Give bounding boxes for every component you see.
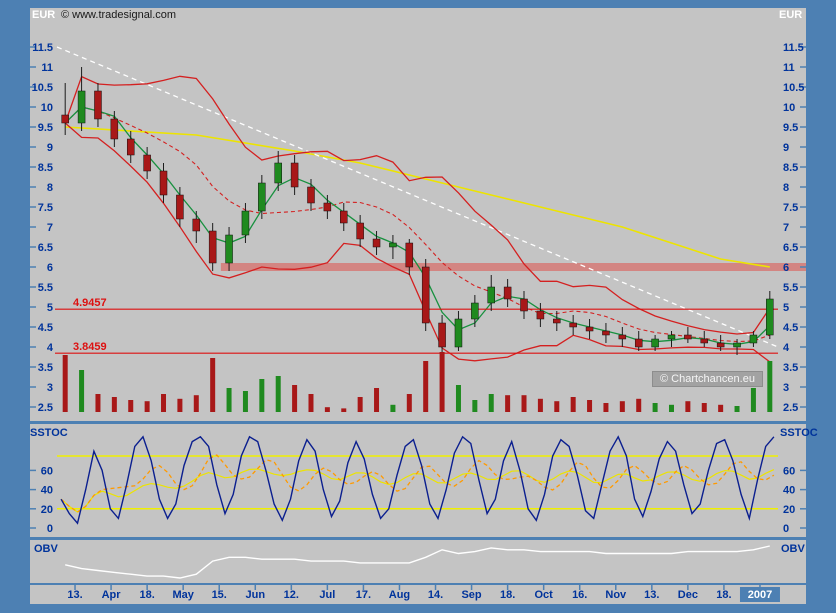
obv-panel-label-left: OBV	[34, 543, 58, 555]
svg-text:Nov: Nov	[605, 589, 627, 601]
obv-panel-label-right: OBV	[781, 543, 805, 555]
svg-text:18.: 18.	[139, 589, 154, 601]
svg-text:40: 40	[41, 485, 53, 497]
svg-text:60: 60	[783, 465, 795, 477]
svg-text:0: 0	[783, 523, 789, 535]
svg-text:Apr: Apr	[102, 589, 122, 601]
svg-text:5: 5	[783, 302, 789, 314]
svg-text:2007: 2007	[748, 589, 772, 601]
svg-text:20: 20	[783, 504, 795, 516]
svg-text:3: 3	[783, 382, 789, 394]
svg-text:10.5: 10.5	[783, 82, 804, 94]
svg-text:20: 20	[41, 504, 53, 516]
svg-text:Oct: Oct	[535, 589, 554, 601]
svg-text:18.: 18.	[500, 589, 515, 601]
svg-text:9: 9	[783, 142, 789, 154]
svg-text:11.5: 11.5	[32, 42, 53, 54]
svg-text:10: 10	[41, 102, 53, 114]
svg-text:5: 5	[47, 302, 53, 314]
svg-text:Aug: Aug	[389, 589, 410, 601]
svg-text:13.: 13.	[644, 589, 659, 601]
svg-text:5.5: 5.5	[38, 282, 53, 294]
svg-text:7.5: 7.5	[783, 202, 798, 214]
svg-text:9.5: 9.5	[38, 122, 53, 134]
svg-text:4: 4	[47, 342, 54, 354]
sstoc-panel-label-right: SSTOC	[780, 427, 818, 439]
svg-text:7.5: 7.5	[38, 202, 53, 214]
svg-text:3: 3	[47, 382, 53, 394]
svg-text:5.5: 5.5	[783, 282, 798, 294]
svg-text:7: 7	[47, 222, 53, 234]
svg-text:Sep: Sep	[461, 589, 481, 601]
svg-text:6.5: 6.5	[38, 242, 53, 254]
svg-text:6: 6	[783, 262, 789, 274]
svg-text:4.5: 4.5	[38, 322, 53, 334]
svg-text:8: 8	[783, 182, 789, 194]
svg-text:8.5: 8.5	[783, 162, 798, 174]
svg-text:4.9457: 4.9457	[73, 297, 107, 309]
currency-label-right: EUR	[779, 9, 803, 21]
copyright-text: © www.tradesignal.com	[61, 9, 177, 21]
svg-text:40: 40	[783, 485, 795, 497]
svg-text:10.5: 10.5	[32, 82, 53, 94]
plot-background	[30, 8, 806, 604]
svg-text:3.8459: 3.8459	[73, 341, 107, 353]
svg-text:0: 0	[47, 523, 53, 535]
svg-text:15.: 15.	[212, 589, 227, 601]
svg-text:13.: 13.	[67, 589, 82, 601]
svg-text:10: 10	[783, 102, 795, 114]
svg-text:17.: 17.	[356, 589, 371, 601]
svg-text:9.5: 9.5	[783, 122, 798, 134]
svg-text:16.: 16.	[572, 589, 587, 601]
svg-text:2.5: 2.5	[783, 402, 798, 414]
svg-text:11: 11	[783, 62, 795, 74]
svg-text:2.5: 2.5	[38, 402, 53, 414]
svg-text:18.: 18.	[716, 589, 731, 601]
svg-text:60: 60	[41, 465, 53, 477]
svg-text:11: 11	[41, 62, 53, 74]
svg-text:Dec: Dec	[678, 589, 698, 601]
svg-text:8.5: 8.5	[38, 162, 53, 174]
svg-text:9: 9	[47, 142, 53, 154]
svg-text:Jul: Jul	[319, 589, 335, 601]
svg-text:14.: 14.	[428, 589, 443, 601]
svg-text:3.5: 3.5	[38, 362, 53, 374]
watermark-badge: © Chartchancen.eu	[652, 371, 763, 387]
svg-text:4.5: 4.5	[783, 322, 798, 334]
svg-text:12.: 12.	[284, 589, 299, 601]
svg-text:4: 4	[783, 342, 790, 354]
svg-text:6: 6	[47, 262, 53, 274]
svg-text:11.5: 11.5	[783, 42, 804, 54]
sstoc-panel-label-left: SSTOC	[30, 427, 68, 439]
svg-text:6.5: 6.5	[783, 242, 798, 254]
svg-text:7: 7	[783, 222, 789, 234]
currency-label-left: EUR	[32, 9, 56, 21]
svg-text:May: May	[172, 589, 194, 601]
svg-text:8: 8	[47, 182, 53, 194]
svg-text:3.5: 3.5	[783, 362, 798, 374]
svg-text:Jun: Jun	[245, 589, 265, 601]
